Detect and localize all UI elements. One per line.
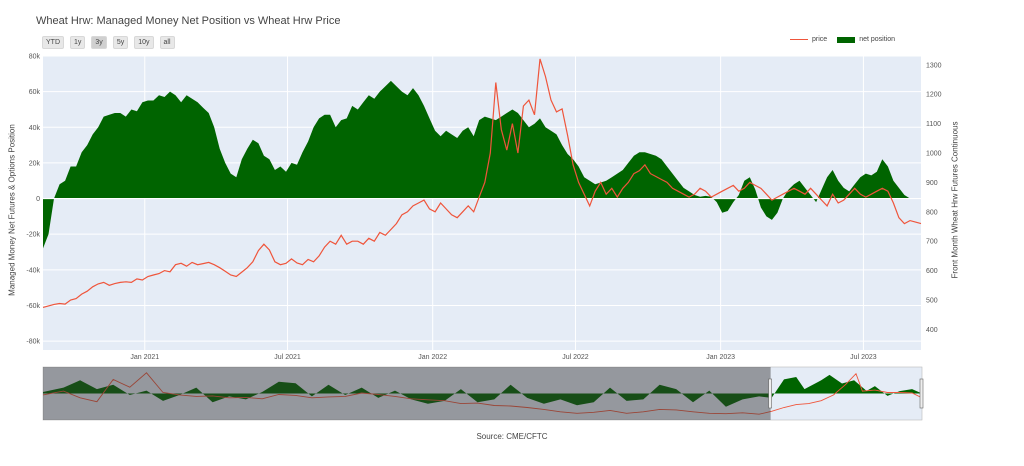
- y-tick-label: 0: [36, 196, 40, 203]
- y-tick-label: 80k: [29, 54, 41, 61]
- y2-tick-label: 1200: [926, 92, 942, 99]
- y2-tick-label: 800: [926, 209, 938, 216]
- range-button-all[interactable]: all: [159, 36, 175, 49]
- y2-tick-label: 1100: [926, 121, 941, 128]
- x-tick-label: Jul 2021: [274, 354, 301, 361]
- x-tick-label: Jan 2022: [418, 354, 447, 361]
- legend-label-price: price: [812, 36, 828, 43]
- y-tick-label: 40k: [29, 125, 41, 132]
- x-tick-label: Jan 2021: [130, 354, 159, 361]
- chart-title: Wheat Hrw: Managed Money Net Position vs…: [36, 15, 341, 27]
- y2-tick-label: 1300: [926, 62, 942, 69]
- legend-item-net-position[interactable]: net position: [837, 36, 895, 43]
- source-note: Source: CME/CFTC: [476, 432, 548, 441]
- range-button-5y[interactable]: 5y: [112, 36, 129, 49]
- net-position-area: [43, 80, 921, 249]
- x-tick-label: Jan 2023: [706, 354, 735, 361]
- rangeslider-mask: [43, 367, 771, 420]
- y-tick-label: 60k: [29, 89, 41, 96]
- legend-item-price[interactable]: price: [790, 36, 827, 43]
- y2-tick-label: 400: [926, 327, 938, 334]
- y2-tick-label: 1000: [926, 151, 942, 158]
- rangeslider-handle-right[interactable]: [919, 378, 924, 409]
- legend-swatch-net-position: [837, 36, 856, 43]
- rangeslider-net-area: [43, 374, 922, 407]
- y-tick-label: -60k: [26, 303, 40, 310]
- y2-tick-label: 600: [926, 268, 938, 275]
- rangeslider-handle-left[interactable]: [768, 378, 772, 409]
- range-button-ytd[interactable]: YTD: [42, 36, 64, 49]
- y-tick-label: -40k: [26, 267, 40, 274]
- y2-tick-label: 700: [926, 239, 938, 246]
- y-tick-label: -20k: [26, 232, 40, 239]
- y-tick-label: 20k: [29, 160, 41, 167]
- y2-tick-label: 900: [926, 180, 938, 187]
- rangeslider-price-line: [42, 372, 923, 415]
- range-button-3y[interactable]: 3y: [91, 36, 107, 49]
- range-button-1y[interactable]: 1y: [70, 36, 86, 49]
- range-button-10y[interactable]: 10y: [134, 36, 154, 49]
- legend: price net position: [790, 36, 895, 43]
- y2-tick-label: 500: [926, 298, 938, 305]
- price-line: [42, 58, 922, 308]
- y-tick-label: -80k: [26, 339, 40, 346]
- range-selector: YTD 1y 3y 5y 10y all: [42, 36, 175, 49]
- x-tick-label: Jul 2023: [850, 354, 877, 361]
- x-tick-label: Jul 2022: [562, 354, 589, 361]
- legend-swatch-price: [790, 39, 808, 40]
- legend-label-net-position: net position: [859, 36, 895, 43]
